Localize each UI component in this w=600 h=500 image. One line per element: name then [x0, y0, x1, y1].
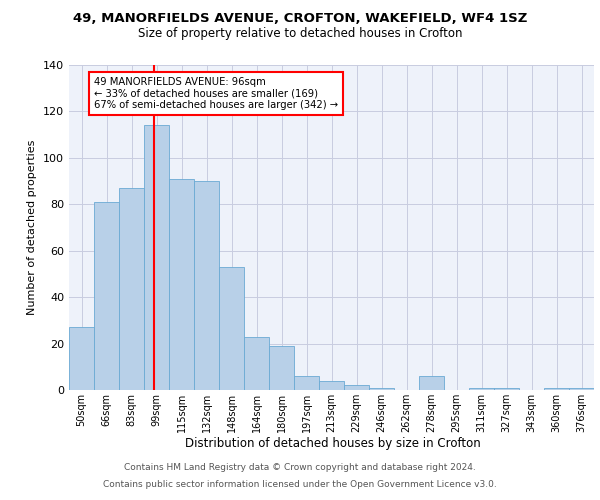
Bar — [294, 376, 319, 390]
Bar — [169, 179, 194, 390]
Y-axis label: Number of detached properties: Number of detached properties — [28, 140, 37, 315]
Bar — [144, 126, 169, 390]
Bar — [69, 328, 94, 390]
Text: Size of property relative to detached houses in Crofton: Size of property relative to detached ho… — [138, 28, 462, 40]
Text: Contains public sector information licensed under the Open Government Licence v3: Contains public sector information licen… — [103, 480, 497, 489]
Bar — [369, 388, 394, 390]
Bar — [469, 388, 494, 390]
Bar — [219, 267, 244, 390]
Text: 49, MANORFIELDS AVENUE, CROFTON, WAKEFIELD, WF4 1SZ: 49, MANORFIELDS AVENUE, CROFTON, WAKEFIE… — [73, 12, 527, 26]
Bar — [419, 376, 444, 390]
Bar — [319, 380, 344, 390]
Text: Distribution of detached houses by size in Crofton: Distribution of detached houses by size … — [185, 438, 481, 450]
Text: Contains HM Land Registry data © Crown copyright and database right 2024.: Contains HM Land Registry data © Crown c… — [124, 464, 476, 472]
Bar — [94, 202, 119, 390]
Bar — [194, 181, 219, 390]
Bar — [344, 386, 369, 390]
Bar — [494, 388, 519, 390]
Bar — [544, 388, 569, 390]
Bar — [119, 188, 144, 390]
Text: 49 MANORFIELDS AVENUE: 96sqm
← 33% of detached houses are smaller (169)
67% of s: 49 MANORFIELDS AVENUE: 96sqm ← 33% of de… — [94, 76, 338, 110]
Bar — [269, 346, 294, 390]
Bar — [569, 388, 594, 390]
Bar — [244, 336, 269, 390]
